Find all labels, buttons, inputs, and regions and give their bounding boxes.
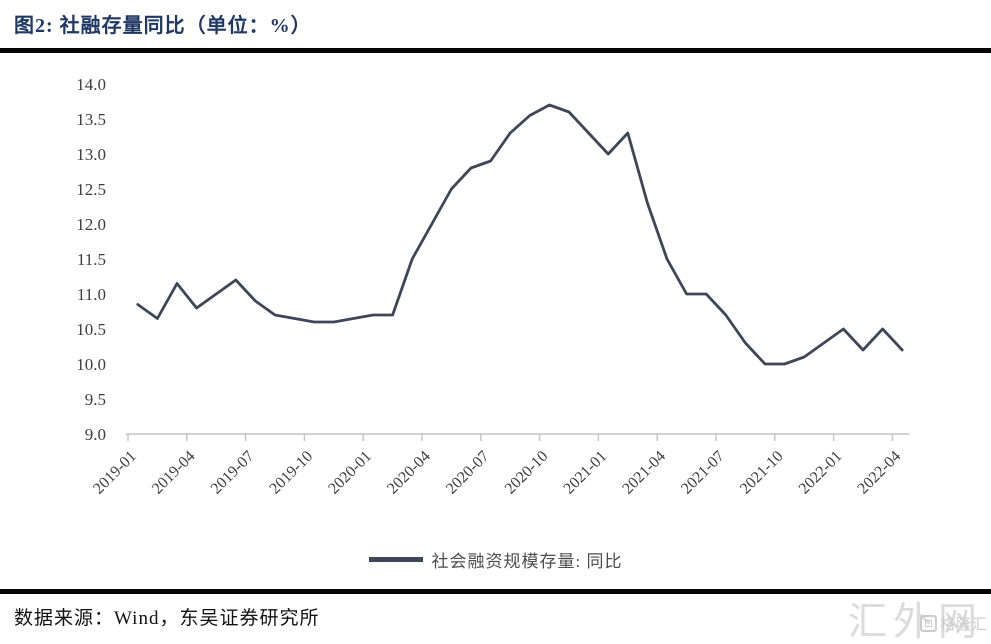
x-axis-tick-label: 2020-10: [502, 448, 552, 498]
x-axis-tick-label: 2020-01: [325, 448, 375, 498]
legend-line-swatch: [368, 557, 423, 562]
watermark-logo: 格隆汇: [919, 613, 988, 634]
x-axis-tick-label: 2020-04: [384, 448, 434, 498]
y-axis-tick-label: 9.5: [85, 390, 106, 409]
x-axis-tick-label: 2019-04: [149, 448, 199, 498]
x-axis-tick-label: 2021-01: [560, 448, 610, 498]
y-axis-tick-label: 14.0: [76, 75, 106, 94]
y-axis-tick-label: 13.0: [76, 145, 106, 164]
y-axis-tick-label: 11.5: [77, 250, 106, 269]
chart-legend: 社会融资规模存量: 同比: [0, 547, 991, 572]
x-axis-tick-label: 2019-10: [266, 448, 316, 498]
data-line: [136, 103, 904, 366]
x-axis-tick-label: 2021-10: [737, 448, 787, 498]
x-axis-tick-label: 2021-07: [678, 448, 728, 498]
y-axis-tick-label: 10.5: [76, 320, 106, 339]
x-axis-tick-label: 2022-01: [796, 448, 846, 498]
x-axis-tick-label: 2021-04: [619, 448, 669, 498]
source-note: 数据来源：Wind，东吴证券研究所: [14, 608, 320, 629]
legend-label: 社会融资规模存量: 同比: [431, 552, 623, 571]
figure-title: 图2: 社融存量同比（单位：%）: [14, 15, 312, 37]
watermark-text: 汇外网: [847, 601, 983, 644]
y-axis-tick-label: 13.5: [76, 110, 106, 129]
x-axis-tick-label: 2019-01: [90, 448, 140, 498]
bottom-rule: [0, 589, 991, 594]
x-axis-tick-label: 2022-04: [854, 448, 904, 498]
logo-text: 格隆汇: [939, 617, 988, 633]
y-axis-tick-label: 11.0: [77, 285, 106, 304]
x-axis-tick-label: 2019-07: [208, 448, 258, 498]
y-axis-tick-label: 12.0: [76, 215, 106, 234]
y-axis-tick-label: 12.5: [76, 180, 106, 199]
x-axis-tick-label: 2020-07: [443, 448, 493, 498]
logo-icon: [919, 615, 937, 632]
top-rule: [0, 48, 991, 53]
y-axis-tick-label: 9.0: [85, 425, 106, 444]
y-axis-tick-label: 10.0: [76, 355, 106, 374]
